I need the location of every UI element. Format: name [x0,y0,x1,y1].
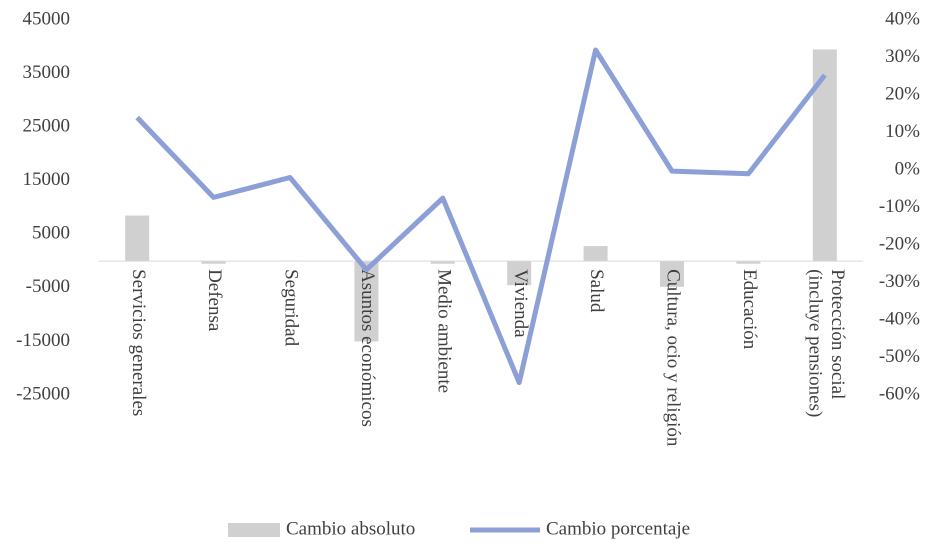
y2-tick-label: -40% [879,308,920,329]
y2-tick-label: 0% [895,158,921,179]
y-tick-label: -5000 [26,276,70,297]
y-tick-label: 45000 [23,8,71,29]
y-tick-label: 5000 [32,223,70,244]
bar [736,261,761,264]
y2-tick-label: 20% [885,83,920,104]
y2-tick-label: -50% [879,346,920,367]
y2-tick-label: -10% [879,196,920,217]
bar [125,215,150,262]
y-tick-label: 35000 [23,62,71,83]
x-tick-label: Salud [586,269,607,313]
legend-label: Cambio porcentaje [546,518,690,539]
bar [660,261,684,287]
y-tick-label: 25000 [23,116,71,137]
y2-tick-label: 40% [885,8,920,29]
y-tick-label: -25000 [16,383,70,404]
x-tick-label: Educación [739,269,760,350]
x-tick-label: Medio ambiente [433,269,454,393]
x-tick-label-part: (incluye pensiones) [804,269,825,417]
x-tick-label: Cultura, ocio y religión [663,269,684,447]
y-tick-label: -15000 [16,330,70,351]
bar [812,49,837,262]
line [135,47,827,386]
bar [583,246,608,262]
legend-label: Cambio absoluto [286,518,415,539]
bar [201,261,226,264]
y2-tick-label: -60% [879,383,920,404]
x-tick-label: Servicios generales [128,269,149,416]
x-tick-label: Defensa [204,269,225,332]
y-tick-label: 15000 [23,169,71,190]
x-tick-label-part: Protección social [827,269,848,404]
x-tick-label: Vivienda [510,269,531,338]
bar [430,261,455,264]
x-tick-label: Asuntos económicos [357,269,378,427]
bar [507,261,532,286]
x-tick-label: Protección social (incluye pensiones) [804,269,848,417]
bar [354,261,379,342]
y2-tick-label: 10% [885,121,920,142]
x-tick-label: Seguridad [281,269,302,347]
y2-tick-label: 30% [885,46,920,67]
y2-tick-label: -30% [879,271,920,292]
legend-swatch [228,523,280,537]
y2-tick-label: -20% [879,233,920,254]
